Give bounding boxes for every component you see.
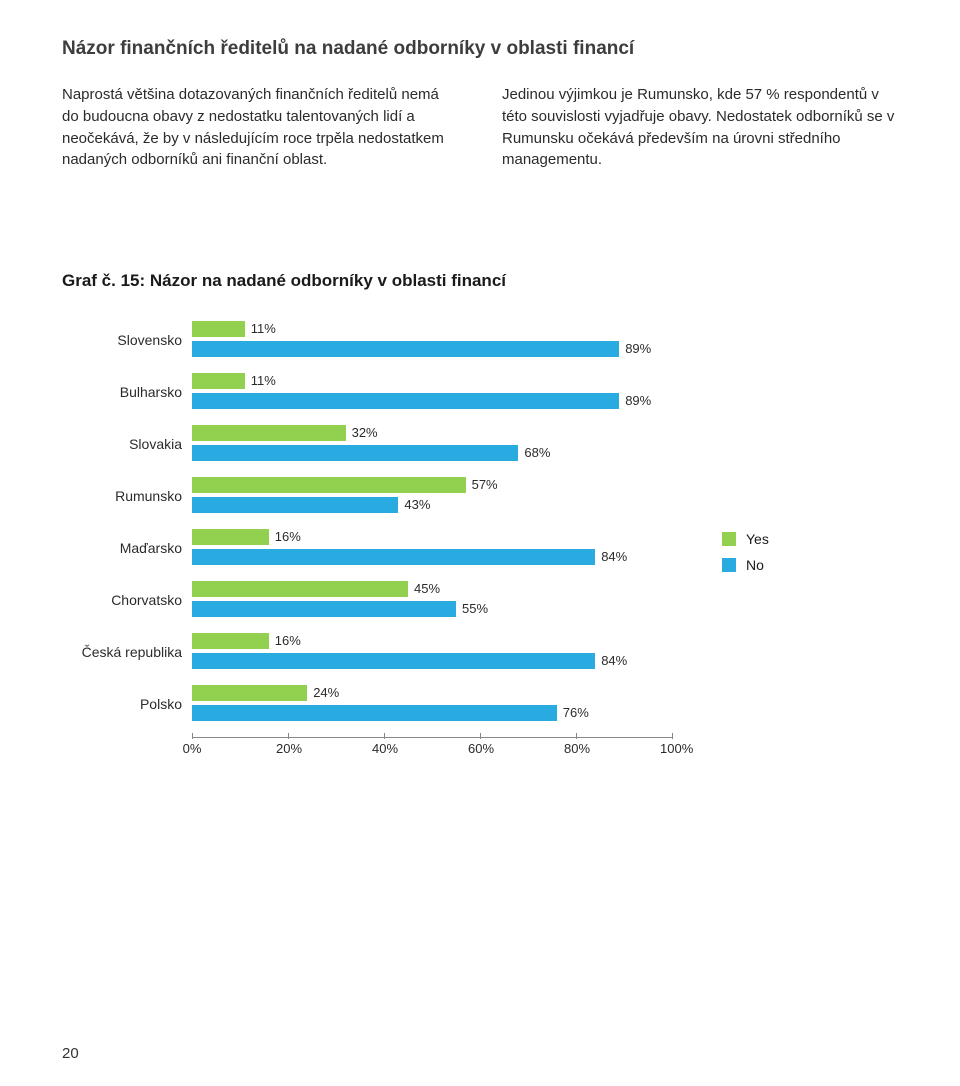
category-label: Chorvatsko xyxy=(62,592,192,608)
bar-no-label: 89% xyxy=(625,393,651,408)
bar-area: 16% 84% xyxy=(192,633,682,671)
bar-yes-label: 45% xyxy=(414,581,440,596)
x-axis: 0%20%40%60%80%100% xyxy=(192,737,672,765)
bar-no xyxy=(192,705,557,721)
chart-body: Slovensko11%89%Bulharsko11%89%Slovakia32… xyxy=(62,321,682,765)
bar-yes xyxy=(192,685,307,701)
bar-yes-label: 11% xyxy=(251,373,276,388)
category-label: Bulharsko xyxy=(62,384,192,400)
chart-row: Bulharsko 11% 89% xyxy=(62,373,682,411)
bar-yes xyxy=(192,321,245,337)
x-tick: 60% xyxy=(468,733,492,756)
category-label: Rumunsko xyxy=(62,488,192,504)
bar-no-label: 68% xyxy=(524,445,550,460)
bar-no xyxy=(192,601,456,617)
x-tick-label: 60% xyxy=(468,741,492,756)
bar-no-label: 55% xyxy=(462,601,488,616)
bar-no-label: 76% xyxy=(563,705,589,720)
legend-label-no: No xyxy=(746,557,764,573)
bar-area: 11% 89% xyxy=(192,321,682,359)
bar-no xyxy=(192,653,595,669)
bar-area: 11% 89% xyxy=(192,373,682,411)
x-tick-mark xyxy=(576,733,577,739)
legend-item-no: No xyxy=(722,557,769,573)
bar-yes xyxy=(192,477,466,493)
x-tick-label: 20% xyxy=(276,741,300,756)
legend-label-yes: Yes xyxy=(746,531,769,547)
chart: Slovensko11%89%Bulharsko11%89%Slovakia32… xyxy=(62,321,898,765)
x-tick: 0% xyxy=(180,733,204,756)
bar-yes-label: 32% xyxy=(352,425,378,440)
bar-no xyxy=(192,393,619,409)
bar-yes xyxy=(192,581,408,597)
x-tick-mark xyxy=(480,733,481,739)
bar-area: 32% 68% xyxy=(192,425,682,463)
chart-row: Slovakia 32% 68% xyxy=(62,425,682,463)
bar-area: 57% 43% xyxy=(192,477,682,515)
x-axis-line xyxy=(192,737,672,738)
page-number: 20 xyxy=(62,1045,79,1062)
x-tick-mark xyxy=(288,733,289,739)
bar-yes xyxy=(192,529,269,545)
bar-area: 24% 76% xyxy=(192,685,682,723)
bar-no xyxy=(192,497,398,513)
bar-yes xyxy=(192,633,269,649)
bar-yes-label: 11% xyxy=(251,321,276,336)
category-label: Slovensko xyxy=(62,332,192,348)
bar-no-label: 89% xyxy=(625,341,651,356)
chart-row: Chorvatsko 45% 55% xyxy=(62,581,682,619)
chart-row: Slovensko 11% 89% xyxy=(62,321,682,359)
legend-swatch-yes xyxy=(722,532,736,546)
bar-no-label: 84% xyxy=(601,653,627,668)
bar-area: 45% 55% xyxy=(192,581,682,619)
x-tick: 100% xyxy=(660,733,684,756)
legend-swatch-no xyxy=(722,558,736,572)
x-tick: 20% xyxy=(276,733,300,756)
x-tick-mark xyxy=(192,733,193,739)
chart-row: Polsko 24% 76% xyxy=(62,685,682,723)
bar-no xyxy=(192,445,518,461)
category-label: Polsko xyxy=(62,696,192,712)
x-tick-label: 80% xyxy=(564,741,588,756)
bar-no-label: 43% xyxy=(404,497,430,512)
intro-left: Naprostá většina dotazovaných finančních… xyxy=(62,84,458,171)
intro-right: Jedinou výjimkou je Rumunsko, kde 57 % r… xyxy=(502,84,898,171)
x-tick-mark xyxy=(672,733,673,739)
chart-title: Graf č. 15: Názor na nadané odborníky v … xyxy=(62,271,898,291)
bar-yes xyxy=(192,373,245,389)
bar-yes-label: 57% xyxy=(472,477,498,492)
x-tick-label: 40% xyxy=(372,741,396,756)
category-label: Maďarsko xyxy=(62,540,192,556)
bar-yes-label: 16% xyxy=(275,529,301,544)
bar-no xyxy=(192,549,595,565)
legend: Yes No xyxy=(722,531,769,583)
x-tick-label: 0% xyxy=(180,741,204,756)
bar-yes-label: 24% xyxy=(313,685,339,700)
intro-columns: Naprostá většina dotazovaných finančních… xyxy=(62,84,898,171)
section-title: Názor finančních ředitelů na nadané odbo… xyxy=(62,38,898,60)
chart-row: Česká republika 16% 84% xyxy=(62,633,682,671)
bar-yes xyxy=(192,425,346,441)
bar-area: 16% 84% xyxy=(192,529,682,567)
x-tick-label: 100% xyxy=(660,741,684,756)
legend-item-yes: Yes xyxy=(722,531,769,547)
bar-no xyxy=(192,341,619,357)
x-tick-mark xyxy=(384,733,385,739)
category-label: Slovakia xyxy=(62,436,192,452)
bar-yes-label: 16% xyxy=(275,633,301,648)
chart-row: Rumunsko 57% 43% xyxy=(62,477,682,515)
x-tick: 80% xyxy=(564,733,588,756)
category-label: Česká republika xyxy=(62,644,192,660)
x-tick: 40% xyxy=(372,733,396,756)
bar-no-label: 84% xyxy=(601,549,627,564)
chart-row: Maďarsko 16% 84% xyxy=(62,529,682,567)
